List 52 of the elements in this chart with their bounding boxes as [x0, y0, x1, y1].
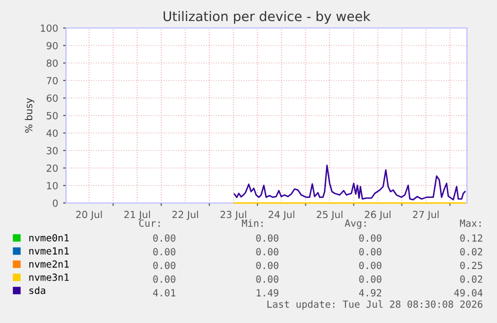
text: 0.00	[153, 248, 176, 256]
text: 0.00	[359, 275, 382, 283]
text: Min:	[242, 219, 263, 227]
legend-label: nvme2n1	[29, 260, 69, 268]
y-tick-label: 30	[46, 146, 58, 154]
x-tick-label: 22 Jul	[172, 210, 198, 220]
y-tick-label: 70	[46, 76, 58, 84]
x-tick-label: 23 Jul	[220, 210, 246, 220]
text: 0.00	[256, 248, 278, 256]
legend-label: nvme1n1	[29, 247, 69, 255]
text: 49.04	[454, 289, 483, 296]
text: 0.00	[359, 262, 382, 270]
text: 4.92	[359, 289, 382, 296]
y-tick-label: 10	[47, 182, 58, 190]
y-tick-label: 60	[46, 94, 58, 102]
text: Max:	[460, 220, 481, 227]
text: 0.00	[256, 262, 278, 270]
text: 0.12	[460, 234, 482, 242]
y-tick-label: 100	[40, 24, 58, 32]
y-tick-label: 0	[52, 199, 58, 207]
text: 1.49	[256, 289, 278, 296]
text: 0.00	[153, 234, 176, 242]
text: 4.01	[153, 289, 176, 296]
text: 0.00	[153, 275, 176, 283]
text: 0.02	[460, 248, 482, 256]
y-tick-label: 50	[46, 112, 58, 120]
chart-title: Utilization per device - by week	[164, 11, 370, 24]
text: 0.25	[460, 262, 482, 270]
x-tick-label: 25 Jul	[316, 210, 342, 220]
text: 0.00	[359, 234, 382, 242]
y-tick-label: 20	[46, 164, 58, 172]
x-tick-label: 20 Jul	[76, 210, 102, 220]
x-tick-label: 24 Jul	[268, 210, 294, 220]
x-tick-label: 21 Jul	[124, 210, 150, 220]
text: 0.02	[460, 275, 482, 283]
legend-label: sda	[29, 286, 46, 294]
text: 0.00	[256, 234, 278, 242]
y-tick-label: 90	[46, 42, 58, 50]
text: 0.00	[153, 262, 176, 270]
x-tick-label: 27 Jul	[413, 210, 439, 220]
text: 0.00	[256, 275, 278, 283]
text: 0.00	[359, 248, 382, 256]
y-axis-title: % busy	[24, 98, 34, 133]
x-tick-label: 26 Jul	[364, 210, 390, 220]
y-tick-label: 40	[46, 129, 58, 137]
line-series	[234, 164, 466, 200]
text: Last update: Tue Jul 28 08:30:08 2026	[267, 300, 482, 310]
text: Avg:	[344, 220, 366, 229]
y-tick-label: 80	[46, 59, 58, 67]
legend-label: nvme0n1	[29, 234, 69, 242]
text: Cur:	[139, 219, 160, 227]
legend-label: nvme3n1	[29, 274, 69, 281]
